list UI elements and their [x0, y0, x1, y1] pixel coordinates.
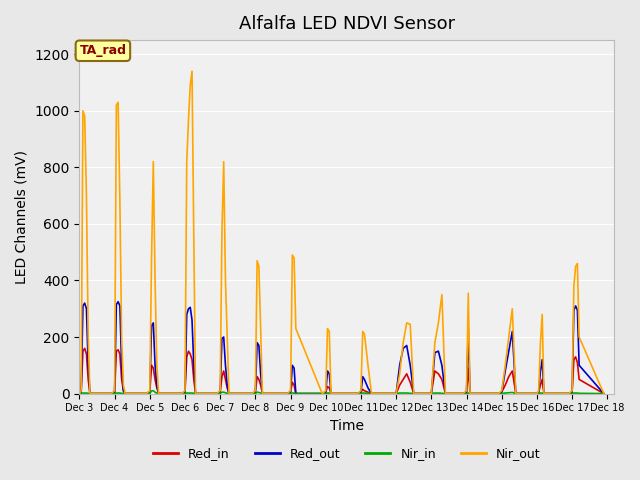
- Red_in: [438, 377, 445, 383]
- Nir_in: [438, 390, 445, 396]
- Red_out: [466, 391, 474, 396]
- Nir_out: [465, 290, 472, 296]
- Line: Nir_out: Nir_out: [79, 71, 604, 394]
- Legend: Red_in, Red_out, Nir_in, Nir_out: Red_in, Red_out, Nir_in, Nir_out: [148, 442, 546, 465]
- Red_in: [359, 386, 367, 392]
- Y-axis label: LED Channels (mV): LED Channels (mV): [15, 150, 29, 284]
- Red_in: [76, 391, 83, 396]
- Text: TA_rad: TA_rad: [79, 44, 127, 57]
- Nir_out: [76, 391, 83, 396]
- Nir_in: [359, 390, 367, 396]
- Nir_out: [600, 391, 607, 396]
- Red_out: [115, 299, 122, 305]
- Red_out: [505, 348, 513, 354]
- Nir_in: [148, 388, 156, 394]
- Red_out: [494, 391, 502, 396]
- Red_out: [359, 374, 367, 380]
- Nir_in: [465, 390, 472, 396]
- Red_in: [600, 391, 607, 396]
- X-axis label: Time: Time: [330, 419, 364, 433]
- Red_out: [438, 362, 445, 368]
- Red_in: [466, 391, 474, 396]
- Nir_out: [359, 328, 367, 334]
- Line: Red_in: Red_in: [79, 348, 604, 394]
- Nir_out: [494, 391, 502, 396]
- Nir_in: [505, 390, 513, 396]
- Title: Alfalfa LED NDVI Sensor: Alfalfa LED NDVI Sensor: [239, 15, 455, 33]
- Red_in: [465, 365, 472, 371]
- Nir_in: [494, 391, 502, 396]
- Nir_out: [505, 334, 513, 340]
- Nir_in: [600, 391, 607, 396]
- Red_out: [465, 325, 472, 331]
- Red_in: [494, 391, 502, 396]
- Nir_in: [76, 391, 83, 396]
- Nir_out: [438, 292, 445, 298]
- Line: Red_out: Red_out: [79, 302, 604, 394]
- Red_in: [505, 374, 513, 380]
- Nir_out: [466, 391, 474, 396]
- Red_out: [76, 391, 83, 396]
- Line: Nir_in: Nir_in: [79, 391, 604, 394]
- Red_out: [600, 391, 607, 396]
- Red_in: [81, 346, 88, 351]
- Nir_in: [466, 391, 474, 396]
- Nir_out: [188, 68, 196, 74]
